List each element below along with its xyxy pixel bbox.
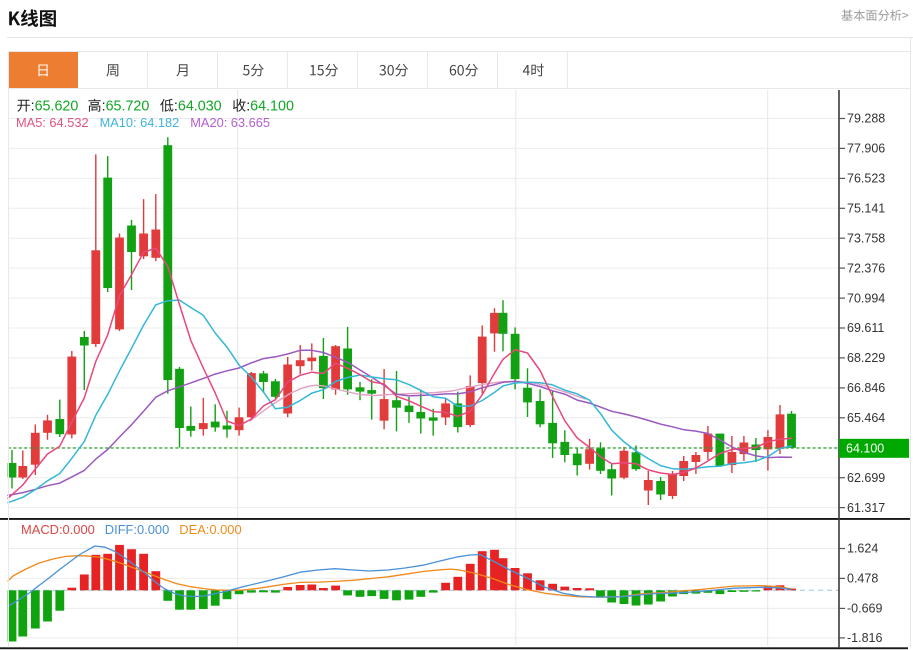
svg-text:66.846: 66.846 xyxy=(847,381,885,395)
svg-text:75.141: 75.141 xyxy=(847,202,885,216)
svg-text:-0.669: -0.669 xyxy=(847,602,882,616)
svg-text:62.699: 62.699 xyxy=(847,471,885,485)
svg-text:65.464: 65.464 xyxy=(847,411,885,425)
svg-text:72.376: 72.376 xyxy=(847,261,885,275)
svg-text:64.100: 64.100 xyxy=(846,442,884,456)
svg-text::65.620: :65.620 xyxy=(31,99,79,115)
svg-text:-1.816: -1.816 xyxy=(847,631,882,645)
svg-text:69.611: 69.611 xyxy=(847,321,884,335)
svg-text::64.030: :64.030 xyxy=(174,99,222,115)
svg-text:68.229: 68.229 xyxy=(847,351,885,365)
svg-text:70.994: 70.994 xyxy=(847,291,885,305)
svg-text:76.523: 76.523 xyxy=(847,172,885,186)
svg-text:77.906: 77.906 xyxy=(847,142,885,156)
svg-text:1.624: 1.624 xyxy=(847,542,878,556)
svg-text:61.317: 61.317 xyxy=(847,501,885,515)
svg-text:0.478: 0.478 xyxy=(847,572,878,586)
svg-text:79.288: 79.288 xyxy=(847,112,885,126)
svg-text:73.758: 73.758 xyxy=(847,231,885,245)
svg-text::64.100: :64.100 xyxy=(246,99,294,115)
svg-text::65.720: :65.720 xyxy=(102,99,150,115)
